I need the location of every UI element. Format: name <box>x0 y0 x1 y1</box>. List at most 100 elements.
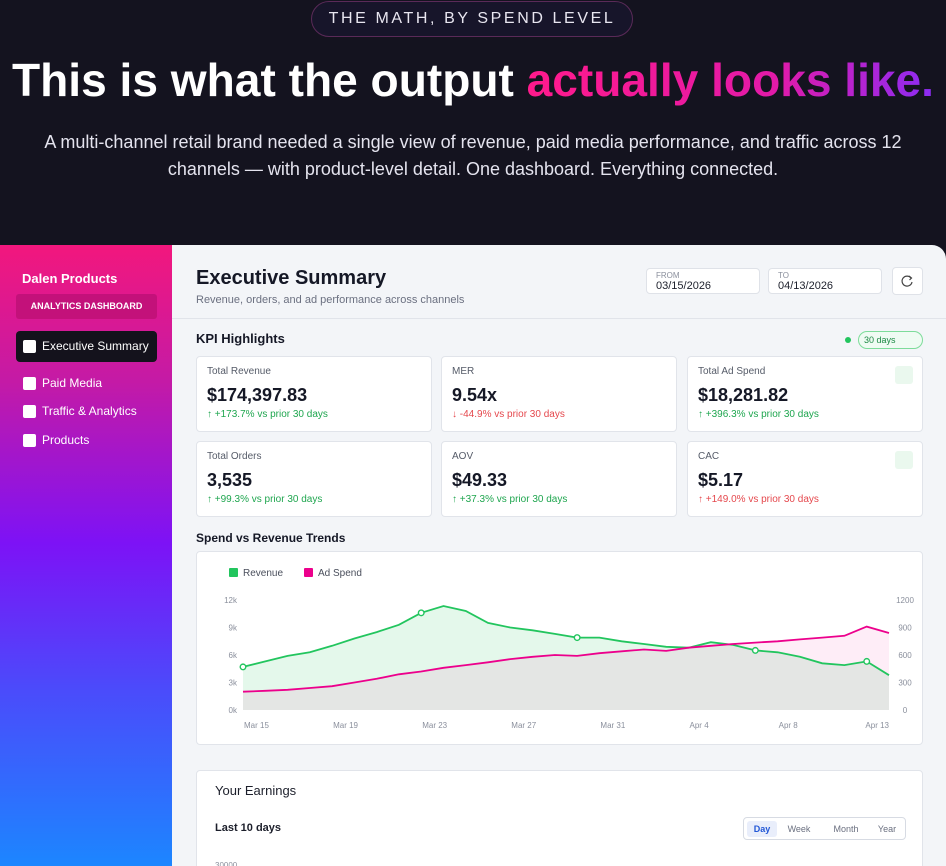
legend-swatch <box>229 568 238 577</box>
nav-item[interactable]: Executive Summary <box>16 331 157 362</box>
x-tick-label: Mar 23 <box>422 721 447 730</box>
date-label: TO <box>778 271 789 280</box>
kpi-card: Total Revenue $174,397.83 ↑ +173.7% vs pri… <box>196 356 432 432</box>
y2-tick-label: 300 <box>898 679 912 688</box>
earnings-title: Your Earnings <box>215 783 297 798</box>
kpi-change: ↑ +37.3% vs prior 30 days <box>452 494 568 505</box>
date-value: 04/13/2026 <box>778 280 834 292</box>
date-label: FROM <box>656 271 680 280</box>
date-value: 03/15/2026 <box>656 280 712 292</box>
point-marker <box>239 663 247 671</box>
kpi-label: CAC <box>698 451 720 462</box>
earnings-card: Your Earnings Last 10 days Day Week Mont… <box>196 770 923 866</box>
dashboard: Dalen Products ANALYTICS DASHBOARD Execu… <box>0 245 946 866</box>
y-tick-label: 3k <box>229 679 238 688</box>
series-line <box>242 605 890 676</box>
from-date[interactable]: FROM 03/15/2026 <box>646 268 760 294</box>
nav-label: Traffic & Analytics <box>42 404 137 418</box>
x-tick-label: Mar 15 <box>244 721 269 730</box>
tab-group: Day Week Month Year <box>743 817 906 840</box>
chart: 0k 3k 6k 9k 12k 0 300 600 900 1200 Mar 15 Mar 19 Mar… <box>224 568 914 730</box>
kpi-value: 3,535 <box>207 470 253 490</box>
y2-tick-label: 600 <box>898 651 912 660</box>
nav-item[interactable]: Traffic & Analytics <box>16 396 157 427</box>
kpi-change: ↓ -44.9% vs prior 30 days <box>452 409 565 420</box>
headline-text: This is what the output actually looks l… <box>12 54 934 106</box>
refresh-icon <box>901 275 913 287</box>
y-tick-label: 12k <box>224 596 238 605</box>
y2-tick-label: 1200 <box>896 596 914 605</box>
point-marker <box>573 634 581 642</box>
tab[interactable]: Week <box>787 824 811 834</box>
nav-label: Products <box>42 433 90 447</box>
refresh-button[interactable] <box>892 267 923 295</box>
x-tick-label: Mar 19 <box>333 721 358 730</box>
area <box>243 626 889 710</box>
kpi-card: MER 9.54x ↓ -44.9% vs prior 30 days <box>441 356 677 432</box>
description: A multi-channel retail brand needed a si… <box>44 132 902 179</box>
point-marker <box>863 657 871 665</box>
point-marker <box>417 609 425 617</box>
section-title: KPI Highlights <box>196 331 285 346</box>
x-tick-label: Apr 8 <box>779 721 799 730</box>
point-marker <box>751 646 759 654</box>
legend-label: Revenue <box>243 568 283 579</box>
tab[interactable]: Day <box>747 821 777 837</box>
page-subtitle: Revenue, orders, and ad performance acro… <box>196 294 465 306</box>
divider <box>172 318 946 319</box>
kpi-card: AOV $49.33 ↑ +37.3% vs prior 30 days <box>441 441 677 517</box>
kpi-value: $49.33 <box>452 470 508 490</box>
kpi-icon <box>895 451 913 469</box>
brand: Dalen Products <box>22 271 118 286</box>
x-tick-label: Apr 13 <box>865 721 889 730</box>
earnings-range: Last 10 days <box>215 822 282 834</box>
legend-label: Ad Spend <box>318 568 362 579</box>
to-date[interactable]: TO 04/13/2026 <box>768 268 882 294</box>
kpi-value: 9.54x <box>452 385 498 405</box>
badge: ANALYTICS DASHBOARD <box>16 294 157 319</box>
kpi-card: Total Ad Spend $18,281.82 ↑ +396.3% vs pri… <box>687 356 923 432</box>
x-tick-label: Mar 31 <box>600 721 625 730</box>
y-tick-label: 9k <box>229 624 238 633</box>
period-pill[interactable]: 30 days <box>858 331 923 349</box>
kpi-value: $18,281.82 <box>698 385 789 405</box>
status-dot <box>845 337 851 343</box>
sidebar: Dalen Products ANALYTICS DASHBOARD Execu… <box>0 245 172 866</box>
nav-label: Paid Media <box>42 376 103 390</box>
section-title: Spend vs Revenue Trends <box>196 531 346 545</box>
kpi-change: ↑ +396.3% vs prior 30 days <box>698 409 819 420</box>
area <box>243 606 889 710</box>
kpi-label: AOV <box>452 451 474 462</box>
kpi-value: $174,397.83 <box>207 385 308 405</box>
page-title: Executive Summary <box>196 267 387 289</box>
chart-card: 0k 3k 6k 9k 12k 0 300 600 900 1200 Mar 15 Mar 19 Mar… <box>196 551 923 745</box>
headline: This is what the output actually looks l… <box>12 54 934 106</box>
tab[interactable]: Year <box>877 824 897 834</box>
kpi-change: ↑ +173.7% vs prior 30 days <box>207 409 328 420</box>
tab[interactable]: Month <box>833 824 859 834</box>
x-tick-label: Apr 4 <box>690 721 710 730</box>
kpi-label: Total Orders <box>207 451 262 462</box>
x-tick-label: Mar 27 <box>511 721 536 730</box>
headline-highlight: actually looks like. <box>527 54 934 106</box>
y2-tick-label: 0 <box>903 706 908 715</box>
kpi-icon <box>895 366 913 384</box>
y2-tick-label: 900 <box>898 624 912 633</box>
kpi-change: ↑ +99.3% vs prior 30 days <box>207 494 323 505</box>
nav-item[interactable]: Paid Media <box>16 368 157 399</box>
kpi-card: CAC $5.17 ↑ +149.0% vs prior 30 days <box>687 441 923 517</box>
headline-main: This is what the output <box>12 54 527 106</box>
legend-swatch <box>304 568 313 577</box>
y-tick-label: 0k <box>229 706 238 715</box>
y-tick-label: 6k <box>229 651 238 660</box>
series-line <box>242 625 890 693</box>
kpi-label: Total Ad Spend <box>698 366 766 377</box>
kpi-card: Total Orders 3,535 ↑ +99.3% vs prior 30 da… <box>196 441 432 517</box>
eyebrow-pill: THE MATH, BY SPEND LEVEL <box>311 1 633 37</box>
kpi-label: MER <box>452 366 475 377</box>
kpi-change: ↑ +149.0% vs prior 30 days <box>698 494 819 505</box>
kpi-value: $5.17 <box>698 470 744 490</box>
nav-item[interactable]: Products <box>16 425 157 456</box>
kpi-label: Total Revenue <box>207 366 271 377</box>
